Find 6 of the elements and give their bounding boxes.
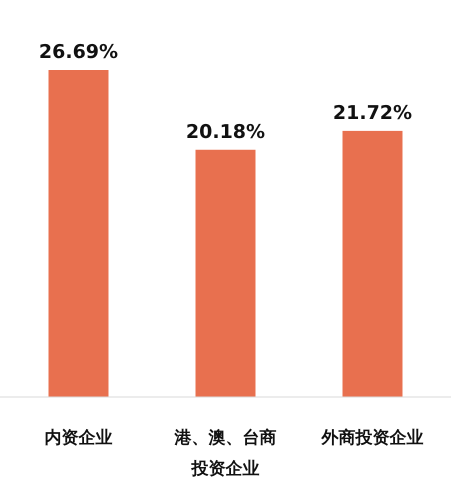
data-label: 26.69% [38, 41, 118, 63]
data-label: 20.18% [186, 120, 266, 143]
x-tick-label: 内资企业 [44, 428, 112, 448]
x-tick-label: 港、澳、台商投资企业 [174, 428, 276, 479]
data-label: 21.72% [332, 102, 412, 124]
x-tick-label: 外商投资企业 [320, 428, 424, 448]
